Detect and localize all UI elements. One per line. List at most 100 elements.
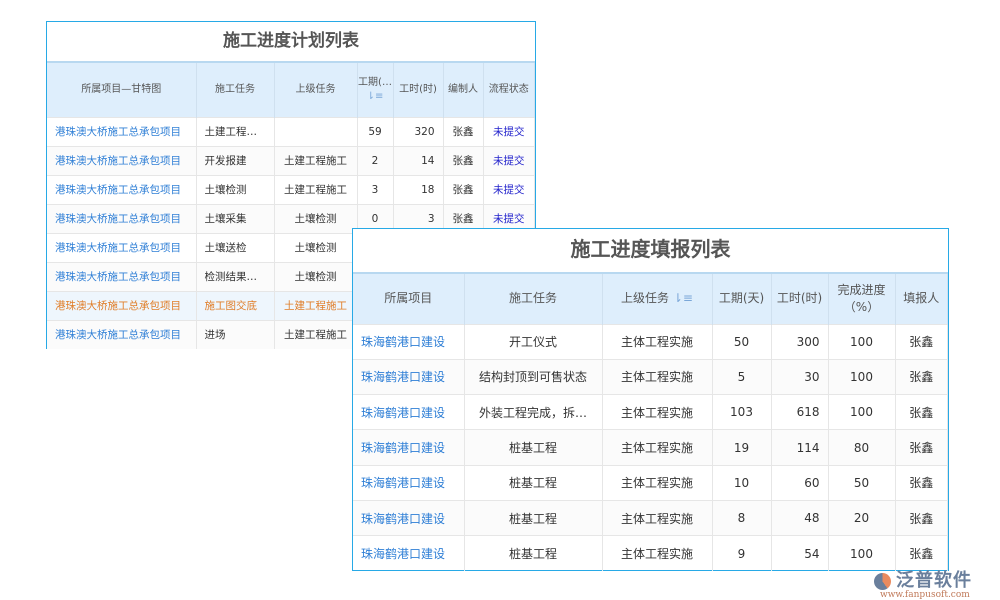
- table-cell: 主体工程实施: [602, 464, 713, 501]
- column-header-label: 所属项目: [384, 291, 433, 306]
- table-cell: 320: [393, 116, 444, 146]
- table-cell: 进场: [196, 319, 275, 349]
- table-cell: 桩基工程: [464, 499, 603, 536]
- table-cell: 18: [393, 174, 444, 204]
- table-cell: 主体工程实施: [602, 535, 713, 572]
- column-header-label: 编制人: [448, 83, 478, 95]
- table-cell: 618: [771, 394, 829, 430]
- table-cell: 张鑫: [895, 464, 948, 501]
- table-cell: 土建工程施工: [274, 319, 358, 349]
- table-cell: 施工图交底: [196, 290, 275, 320]
- column-header[interactable]: 所属项目—甘特图: [47, 61, 197, 117]
- logo-url: www.fanpusoft.com: [880, 590, 970, 600]
- logo-mark-icon: [874, 573, 891, 590]
- table-row[interactable]: 珠海鹤港口建设 开工仪式 主体工程实施 50 300 100 张鑫: [353, 323, 948, 360]
- table-cell: 3: [357, 174, 394, 204]
- table-cell: 土壤送检: [196, 232, 275, 262]
- table-cell: [274, 116, 358, 146]
- table-cell: 300: [771, 323, 829, 360]
- table-cell: 张鑫: [895, 499, 948, 536]
- project-link[interactable]: 港珠澳大桥施工总承包项目: [47, 232, 197, 262]
- table-row[interactable]: 珠海鹤港口建设 桩基工程 主体工程实施 19 114 80 张鑫: [353, 429, 948, 466]
- table-cell: 主体工程实施: [602, 358, 713, 395]
- project-link[interactable]: 珠海鹤港口建设: [353, 358, 465, 395]
- sort-icon[interactable]: ⇂≡: [669, 291, 693, 306]
- column-header[interactable]: 施工任务: [196, 61, 275, 117]
- table-cell: 桩基工程: [464, 535, 603, 572]
- column-header[interactable]: 工时(时): [393, 61, 444, 117]
- column-header-label: 上级任务: [621, 291, 670, 306]
- table-cell: 主体工程实施: [602, 429, 713, 466]
- column-header-label: 工时(时): [776, 291, 823, 306]
- column-header-label: 工期(天): [718, 291, 765, 306]
- table-row[interactable]: 珠海鹤港口建设 外装工程完成，拆… 主体工程实施 103 618 100 张鑫: [353, 394, 948, 430]
- project-link[interactable]: 珠海鹤港口建设: [353, 499, 465, 536]
- table-cell: 张鑫: [895, 323, 948, 360]
- project-link[interactable]: 港珠澳大桥施工总承包项目: [47, 145, 197, 175]
- table-cell: 100: [828, 358, 896, 395]
- column-header[interactable]: 完成进度（%）: [828, 272, 896, 324]
- column-header[interactable]: 上级任务 ⇂≡: [602, 272, 713, 324]
- table-cell: 19: [712, 429, 772, 466]
- table-cell: 100: [828, 535, 896, 572]
- table-cell: 50: [712, 323, 772, 360]
- column-header-label: 所属项目—甘特图: [81, 83, 162, 95]
- table-cell: 外装工程完成，拆…: [464, 394, 603, 430]
- project-link[interactable]: 珠海鹤港口建设: [353, 464, 465, 501]
- table-row[interactable]: 珠海鹤港口建设 结构封顶到可售状态 主体工程实施 5 30 100 张鑫: [353, 358, 948, 395]
- table-cell: 张鑫: [443, 174, 484, 204]
- column-header[interactable]: 工时(时): [771, 272, 829, 324]
- project-link[interactable]: 港珠澳大桥施工总承包项目: [47, 116, 197, 146]
- table-cell: 土建工程施工: [274, 290, 358, 320]
- project-link[interactable]: 港珠澳大桥施工总承包项目: [47, 290, 197, 320]
- table-row[interactable]: 港珠澳大桥施工总承包项目 土建工程施工 59 320 张鑫 未提交: [47, 116, 535, 146]
- table-cell: 土建工程施工: [274, 174, 358, 204]
- column-header[interactable]: 上级任务: [274, 61, 358, 117]
- table-cell: 主体工程实施: [602, 394, 713, 430]
- status-link[interactable]: 未提交: [483, 174, 535, 204]
- table-cell: 60: [771, 464, 829, 501]
- table-row[interactable]: 港珠澳大桥施工总承包项目 土壤检测 土建工程施工 3 18 张鑫 未提交: [47, 174, 535, 204]
- column-header[interactable]: 填报人: [895, 272, 948, 324]
- sort-icon[interactable]: ⇂≡: [366, 90, 384, 102]
- project-link[interactable]: 港珠澳大桥施工总承包项目: [47, 319, 197, 349]
- table-cell: 100: [828, 323, 896, 360]
- table-row[interactable]: 珠海鹤港口建设 桩基工程 主体工程实施 9 54 100 张鑫: [353, 535, 948, 572]
- column-header[interactable]: 工期(天): [712, 272, 772, 324]
- project-link[interactable]: 港珠澳大桥施工总承包项目: [47, 174, 197, 204]
- table-row[interactable]: 珠海鹤港口建设 桩基工程 主体工程实施 8 48 20 张鑫: [353, 499, 948, 536]
- column-header[interactable]: 施工任务: [464, 272, 603, 324]
- column-header[interactable]: 所属项目: [353, 272, 465, 324]
- table-cell: 张鑫: [443, 116, 484, 146]
- column-header-label: 完成进度（%）: [837, 282, 886, 314]
- status-link[interactable]: 未提交: [483, 145, 535, 175]
- table-cell: 20: [828, 499, 896, 536]
- project-link[interactable]: 珠海鹤港口建设: [353, 535, 465, 572]
- column-header-label: 工时(时): [399, 83, 437, 95]
- column-header[interactable]: 流程状态: [483, 61, 535, 117]
- table-cell: 30: [771, 358, 829, 395]
- table-cell: 103: [712, 394, 772, 430]
- table-cell: 检测结果存底: [196, 261, 275, 291]
- table-cell: 80: [828, 429, 896, 466]
- project-link[interactable]: 港珠澳大桥施工总承包项目: [47, 203, 197, 233]
- table-row[interactable]: 港珠澳大桥施工总承包项目 开发报建 土建工程施工 2 14 张鑫 未提交: [47, 145, 535, 175]
- table-cell: 9: [712, 535, 772, 572]
- table-row[interactable]: 珠海鹤港口建设 桩基工程 主体工程实施 10 60 50 张鑫: [353, 464, 948, 501]
- table-cell: 张鑫: [895, 429, 948, 466]
- project-link[interactable]: 珠海鹤港口建设: [353, 323, 465, 360]
- status-link[interactable]: 未提交: [483, 116, 535, 146]
- column-header-label: 流程状态: [488, 83, 529, 95]
- column-header[interactable]: 工期(… ⇂≡: [357, 61, 394, 117]
- table-cell: 54: [771, 535, 829, 572]
- column-header-label: 上级任务: [295, 83, 336, 95]
- project-link[interactable]: 港珠澳大桥施工总承包项目: [47, 261, 197, 291]
- table-cell: 主体工程实施: [602, 499, 713, 536]
- table-cell: 主体工程实施: [602, 323, 713, 360]
- project-link[interactable]: 珠海鹤港口建设: [353, 394, 465, 430]
- project-link[interactable]: 珠海鹤港口建设: [353, 429, 465, 466]
- table-cell: 张鑫: [895, 394, 948, 430]
- table-cell: 结构封顶到可售状态: [464, 358, 603, 395]
- column-header[interactable]: 编制人: [443, 61, 484, 117]
- table-cell: 59: [357, 116, 394, 146]
